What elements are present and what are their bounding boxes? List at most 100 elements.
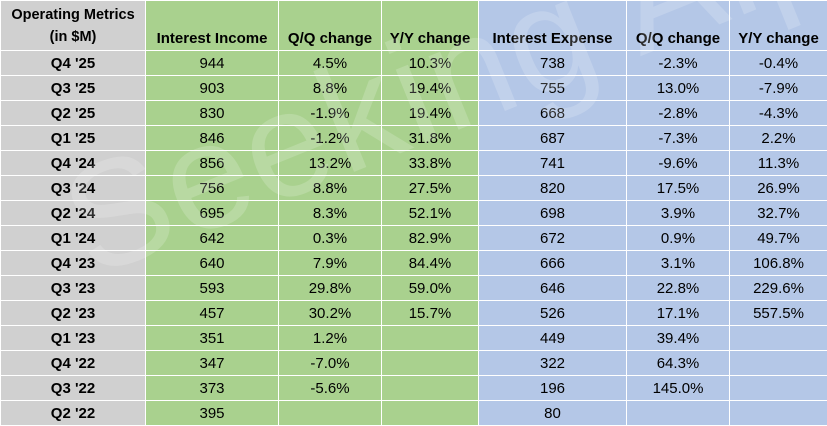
header-row: Operating Metrics (in $M) Interest Incom… (1, 1, 827, 51)
cell-interest-income: 642 (146, 226, 279, 251)
cell-expense-qq: -9.6% (627, 151, 730, 176)
cell-income-yy: 19.4% (382, 76, 479, 101)
cell-interest-expense: 698 (479, 201, 627, 226)
cell-income-qq: 0.3% (279, 226, 382, 251)
cell-expense-yy (730, 401, 827, 426)
cell-income-qq: 8.8% (279, 76, 382, 101)
cell-interest-expense: 666 (479, 251, 627, 276)
cell-interest-expense: 526 (479, 301, 627, 326)
cell-interest-income: 640 (146, 251, 279, 276)
cell-income-qq: 29.8% (279, 276, 382, 301)
cell-income-qq: -1.2% (279, 126, 382, 151)
col-header-income-yy: Y/Y change (382, 1, 479, 51)
cell-expense-yy: 11.3% (730, 151, 827, 176)
col-header-interest-expense: Interest Expense (479, 1, 627, 51)
cell-income-yy: 10.3% (382, 51, 479, 76)
cell-interest-income: 830 (146, 101, 279, 126)
cell-income-yy: 52.1% (382, 201, 479, 226)
cell-interest-income: 856 (146, 151, 279, 176)
cell-income-qq: 4.5% (279, 51, 382, 76)
metric-header-line2: (in $M) (1, 26, 145, 48)
cell-expense-qq: 3.1% (627, 251, 730, 276)
cell-interest-expense: 741 (479, 151, 627, 176)
col-header-income-qq: Q/Q change (279, 1, 382, 51)
cell-expense-qq: 64.3% (627, 351, 730, 376)
cell-expense-qq: 17.5% (627, 176, 730, 201)
col-header-interest-income: Interest Income (146, 1, 279, 51)
row-label: Q2 '22 (1, 401, 146, 426)
cell-income-yy: 15.7% (382, 301, 479, 326)
cell-expense-yy: -0.4% (730, 51, 827, 76)
metric-header: Operating Metrics (in $M) (1, 1, 146, 51)
cell-expense-yy: 2.2% (730, 126, 827, 151)
cell-income-qq (279, 401, 382, 426)
cell-expense-yy: 32.7% (730, 201, 827, 226)
cell-income-qq: 1.2% (279, 326, 382, 351)
metric-header-line1: Operating Metrics (1, 4, 145, 26)
cell-income-qq: 7.9% (279, 251, 382, 276)
cell-interest-expense: 646 (479, 276, 627, 301)
cell-expense-qq: 39.4% (627, 326, 730, 351)
row-label: Q1 '23 (1, 326, 146, 351)
cell-interest-expense: 755 (479, 76, 627, 101)
cell-expense-yy: 557.5% (730, 301, 827, 326)
cell-interest-expense: 820 (479, 176, 627, 201)
cell-income-yy (382, 401, 479, 426)
cell-interest-expense: 80 (479, 401, 627, 426)
cell-interest-income: 351 (146, 326, 279, 351)
cell-income-qq: -1.9% (279, 101, 382, 126)
row-label: Q4 '22 (1, 351, 146, 376)
cell-expense-qq: 13.0% (627, 76, 730, 101)
cell-expense-yy: 26.9% (730, 176, 827, 201)
cell-expense-qq: 3.9% (627, 201, 730, 226)
cell-expense-qq: 22.8% (627, 276, 730, 301)
cell-expense-yy (730, 376, 827, 401)
row-label: Q4 '25 (1, 51, 146, 76)
cell-income-yy (382, 326, 479, 351)
cell-expense-yy: 49.7% (730, 226, 827, 251)
cell-interest-income: 347 (146, 351, 279, 376)
cell-expense-yy: 106.8% (730, 251, 827, 276)
row-label: Q2 '24 (1, 201, 146, 226)
cell-interest-income: 593 (146, 276, 279, 301)
cell-expense-qq: -2.8% (627, 101, 730, 126)
row-label: Q2 '25 (1, 101, 146, 126)
cell-income-yy: 84.4% (382, 251, 479, 276)
cell-expense-qq: -2.3% (627, 51, 730, 76)
cell-interest-income: 695 (146, 201, 279, 226)
cell-income-yy: 59.0% (382, 276, 479, 301)
col-header-expense-qq: Q/Q change (627, 1, 730, 51)
cell-expense-yy (730, 351, 827, 376)
row-label: Q2 '23 (1, 301, 146, 326)
cell-expense-yy (730, 326, 827, 351)
cell-income-yy: 33.8% (382, 151, 479, 176)
cell-income-qq: 13.2% (279, 151, 382, 176)
row-label: Q4 '23 (1, 251, 146, 276)
cell-income-qq: -7.0% (279, 351, 382, 376)
cell-income-yy: 19.4% (382, 101, 479, 126)
cell-expense-qq: -7.3% (627, 126, 730, 151)
row-label: Q3 '22 (1, 376, 146, 401)
cell-expense-qq: 0.9% (627, 226, 730, 251)
cell-interest-income: 944 (146, 51, 279, 76)
cell-expense-yy: -4.3% (730, 101, 827, 126)
cell-interest-income: 846 (146, 126, 279, 151)
cell-income-yy: 31.8% (382, 126, 479, 151)
cell-interest-expense: 449 (479, 326, 627, 351)
col-header-expense-yy: Y/Y change (730, 1, 827, 51)
cell-interest-expense: 668 (479, 101, 627, 126)
cell-income-yy (382, 351, 479, 376)
